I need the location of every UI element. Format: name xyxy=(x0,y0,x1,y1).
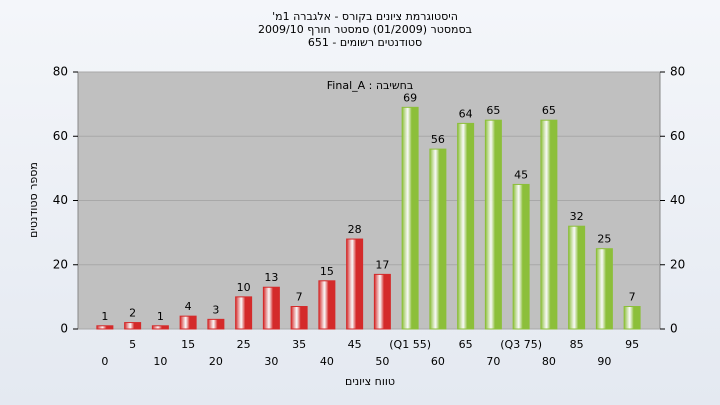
value-label: 65 xyxy=(486,104,500,117)
y-tick-label: 40 xyxy=(53,193,68,207)
value-label: 17 xyxy=(375,258,389,271)
bar xyxy=(595,248,613,330)
y-axis-label: מספר סטודנטים xyxy=(27,162,40,238)
y2-tick-label: 0 xyxy=(670,322,678,336)
x-tick-label: 10 xyxy=(153,355,167,368)
bar xyxy=(373,273,391,330)
value-label: 13 xyxy=(264,271,278,284)
x-tick-label: 70 xyxy=(486,355,500,368)
x-tick-label: 90 xyxy=(597,355,611,368)
value-label: 7 xyxy=(629,291,636,304)
chart-subtitle: בסמסטר (01/2009) סמסטר חורף 2009/10 xyxy=(258,23,472,36)
value-label: 65 xyxy=(542,104,556,117)
x-tick-label: 15 xyxy=(181,338,195,351)
y2-tick-label: 20 xyxy=(670,257,685,271)
x-tick-label: 35 xyxy=(292,338,306,351)
chart-title: 'היסטוגרמת ציונים בקורס - אלגברה 1מ xyxy=(272,10,458,23)
bar xyxy=(484,119,502,330)
x-tick-label: 95 xyxy=(625,338,639,351)
value-label: 15 xyxy=(320,265,334,278)
x-tick-label: 40 xyxy=(320,355,334,368)
bar xyxy=(179,315,197,330)
bar xyxy=(96,325,114,330)
y-tick-label: 80 xyxy=(53,65,68,79)
x-tick-label: 30 xyxy=(264,355,278,368)
bar xyxy=(401,106,419,330)
x-tick-label: (Q3 75) xyxy=(500,338,542,351)
chart-subtitle: סטודנטים רשומים - 651 xyxy=(308,36,422,49)
bar xyxy=(290,306,308,330)
y-tick-label: 60 xyxy=(53,129,68,143)
x-tick-label: 80 xyxy=(542,355,556,368)
bar xyxy=(151,325,169,330)
value-label: 2 xyxy=(129,307,136,320)
value-label: 64 xyxy=(459,107,473,120)
x-tick-label: 60 xyxy=(431,355,445,368)
value-label: 28 xyxy=(348,223,362,236)
bar xyxy=(429,148,447,330)
value-label: 45 xyxy=(514,168,528,181)
x-tick-label: 0 xyxy=(101,355,108,368)
x-tick-label: 50 xyxy=(375,355,389,368)
value-label: 69 xyxy=(403,91,417,104)
x-tick-label: (Q1 55) xyxy=(389,338,431,351)
bar xyxy=(346,238,364,330)
x-tick-label: 65 xyxy=(459,338,473,351)
x-tick-label: 85 xyxy=(570,338,584,351)
bar xyxy=(124,322,142,330)
x-tick-label: 5 xyxy=(129,338,136,351)
x-tick-label: 45 xyxy=(348,338,362,351)
value-label: 32 xyxy=(570,210,584,223)
bar xyxy=(207,318,225,330)
y2-tick-label: 80 xyxy=(670,65,685,79)
value-label: 3 xyxy=(212,303,219,316)
bar xyxy=(623,306,641,330)
y2-tick-label: 60 xyxy=(670,129,685,143)
bar xyxy=(235,296,253,330)
bar xyxy=(457,122,475,330)
bar xyxy=(262,286,280,330)
value-label: 4 xyxy=(185,300,192,313)
y-tick-label: 0 xyxy=(60,322,68,336)
value-label: 1 xyxy=(157,310,164,323)
x-tick-label: 20 xyxy=(209,355,223,368)
bar xyxy=(512,183,530,330)
annotation: Final_A : בחשיבה xyxy=(327,79,413,92)
value-label: 1 xyxy=(101,310,108,323)
y-tick-label: 20 xyxy=(53,257,68,271)
value-label: 10 xyxy=(237,281,251,294)
value-label: 56 xyxy=(431,133,445,146)
value-label: 25 xyxy=(597,233,611,246)
x-tick-label: 25 xyxy=(237,338,251,351)
y2-tick-label: 40 xyxy=(670,193,685,207)
bar xyxy=(318,280,336,330)
bar xyxy=(568,225,586,330)
x-axis-label: טווח ציונים xyxy=(345,375,395,388)
bar xyxy=(540,119,558,330)
value-label: 7 xyxy=(296,291,303,304)
